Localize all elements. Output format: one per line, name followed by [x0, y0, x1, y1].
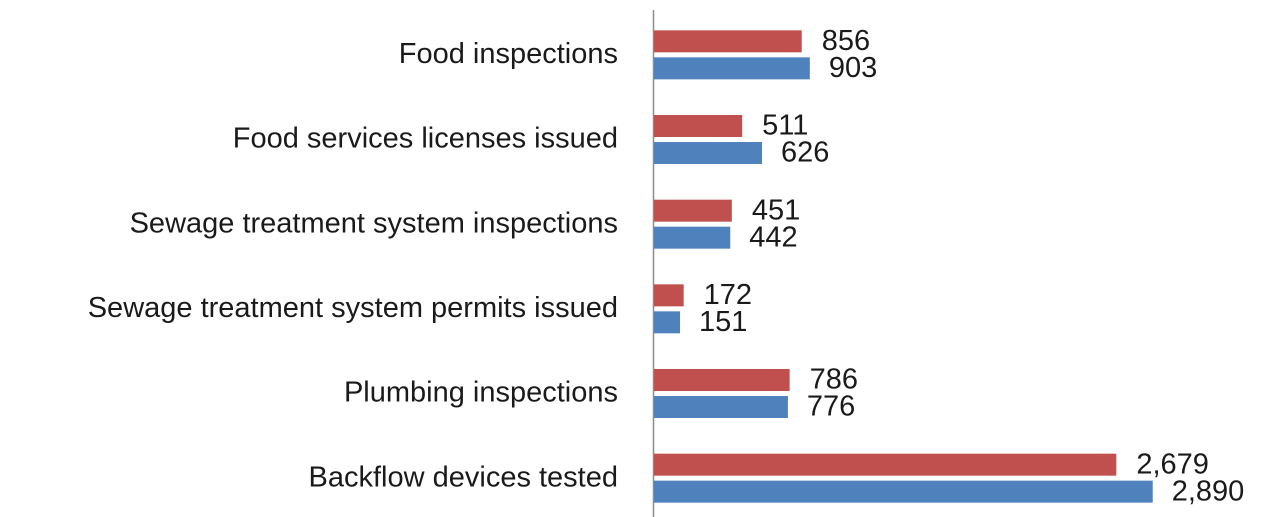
bar	[654, 396, 788, 418]
bar	[654, 453, 1117, 476]
value-label: 442	[749, 221, 797, 253]
bar	[654, 369, 790, 391]
bar	[654, 115, 743, 137]
bar	[654, 199, 732, 222]
value-label: 2,890	[1172, 475, 1245, 507]
bar	[654, 142, 763, 164]
bar	[654, 311, 681, 334]
bar	[654, 30, 802, 53]
bar	[654, 480, 1153, 503]
category-label: Food services licenses issued	[233, 123, 618, 155]
value-label: 626	[781, 137, 829, 169]
category-label: Plumbing inspections	[344, 377, 618, 409]
category-label: Backflow devices tested	[309, 461, 618, 493]
bar	[654, 57, 810, 80]
value-label: 786	[810, 364, 858, 396]
value-label: 172	[704, 279, 752, 311]
value-label: 451	[752, 194, 800, 226]
value-label: 903	[829, 52, 877, 84]
bar	[654, 284, 684, 307]
value-label: 776	[807, 391, 855, 423]
value-label: 2,679	[1136, 448, 1209, 480]
value-label: 151	[699, 306, 747, 338]
value-label: 856	[822, 25, 870, 57]
value-label: 511	[762, 110, 808, 142]
bar	[654, 226, 731, 249]
category-label: Sewage treatment system permits issued	[88, 292, 618, 324]
category-label: Sewage treatment system inspections	[130, 207, 618, 239]
category-label: Food inspections	[399, 38, 618, 70]
